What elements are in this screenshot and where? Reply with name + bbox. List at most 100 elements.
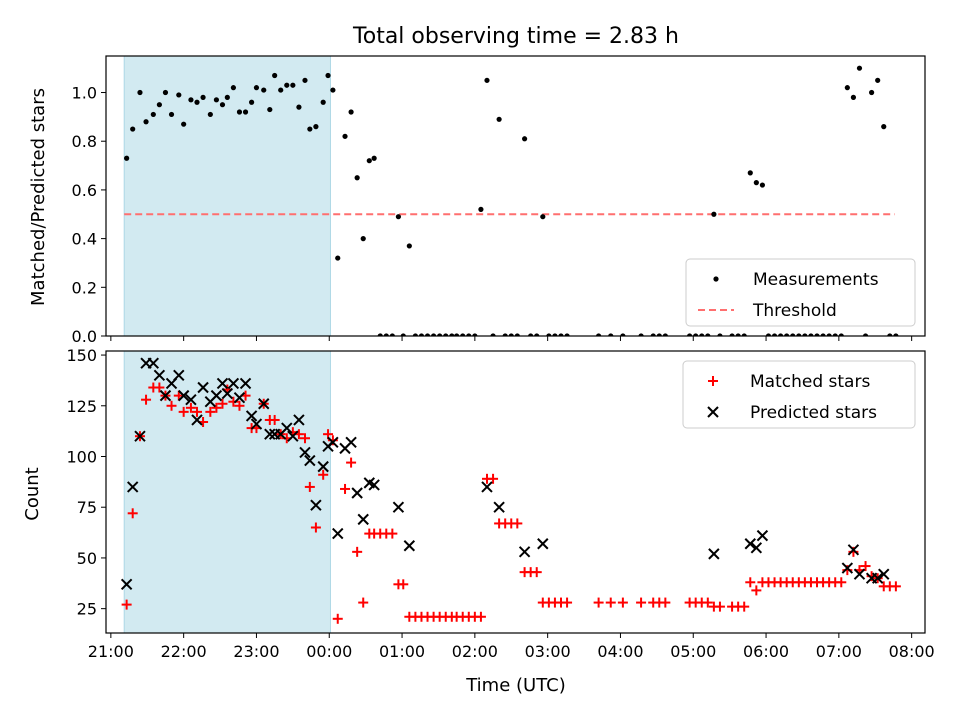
measurement-point — [150, 111, 156, 118]
measurement-point — [546, 333, 552, 336]
y-tick-label: 125 — [66, 397, 97, 416]
cross-b — [871, 572, 884, 584]
predicted-star-point — [216, 377, 229, 390]
predicted-star-point — [332, 527, 344, 540]
predicted-star-point — [287, 430, 299, 442]
x-tick-label: 23:00 — [233, 642, 279, 661]
predicted-star-point — [153, 369, 166, 382]
predicted-star-point — [481, 481, 493, 493]
measurement-point — [747, 170, 753, 176]
measurement-point — [320, 99, 326, 105]
measurement-point — [437, 333, 443, 336]
cross-b — [708, 548, 720, 560]
predicted-star-point — [756, 529, 769, 542]
measurement-point — [284, 82, 290, 88]
measurement-point — [564, 333, 570, 336]
predicted-star-point — [197, 381, 209, 394]
measurement-point — [608, 333, 614, 336]
measurement-point — [290, 82, 296, 88]
predicted-star-point — [403, 540, 416, 552]
matched-star-point — [205, 406, 216, 417]
measurement-point — [693, 333, 699, 336]
measurement-point — [207, 111, 213, 118]
measurement-point — [490, 333, 496, 336]
predicted-star-point — [245, 410, 258, 422]
measurement-point — [200, 94, 206, 100]
measurement-point — [832, 333, 838, 336]
y-tick-label: 0.8 — [72, 132, 97, 151]
y-tick-label: 150 — [66, 346, 97, 365]
cross-b — [744, 538, 756, 550]
measurement-point — [143, 119, 149, 125]
measurement-point — [759, 182, 766, 188]
measurement-point — [424, 333, 431, 336]
bottom-y-axis-label: Count — [22, 467, 43, 520]
matched-star-point — [512, 518, 523, 529]
measurement-point — [765, 333, 772, 336]
predicted-star-point — [293, 414, 305, 426]
measurement-point — [699, 333, 705, 336]
measurement-point — [371, 155, 377, 161]
measurement-point — [534, 333, 540, 336]
predicted-star-point — [185, 393, 197, 406]
predicted-star-point — [493, 501, 505, 513]
cross-b — [841, 562, 854, 574]
measurement-point — [802, 333, 808, 336]
measurement-point — [528, 333, 534, 336]
measurement-point — [753, 180, 759, 186]
matched-star-point — [352, 546, 363, 557]
top-panel: 0.0 0.2 0.4 0.6 0.8 1.0 Measurements Threshold — [72, 55, 926, 346]
matched-star-point — [269, 414, 280, 425]
matched-star-point — [475, 611, 486, 622]
legend-cross-icon — [707, 406, 719, 418]
cross-b — [245, 410, 258, 422]
cross-b — [185, 393, 197, 406]
cross-b — [368, 479, 380, 491]
measurement-point — [711, 211, 717, 217]
x-tick-label: 21:00 — [88, 642, 134, 661]
measurement-point — [406, 243, 412, 249]
measurement-point — [862, 333, 869, 336]
measurement-point — [729, 333, 735, 336]
matched-star-point — [739, 601, 750, 612]
matched-star-point — [836, 577, 847, 588]
matched-star-point — [751, 585, 762, 596]
predicted-star-point — [878, 568, 890, 580]
measurement-point — [826, 333, 832, 336]
measurement-point — [838, 333, 844, 336]
cross-b — [493, 501, 505, 513]
matched-star-point — [192, 406, 202, 417]
cross-b — [518, 546, 531, 558]
measurement-point — [620, 333, 626, 336]
measurement-point — [443, 333, 449, 336]
measurement-point — [796, 333, 802, 336]
cross-b — [332, 527, 344, 540]
predicted-star-point — [258, 398, 270, 410]
matched-star-point — [332, 613, 343, 624]
predicted-star-point — [264, 428, 276, 440]
cross-b — [363, 477, 376, 489]
matched-star-point — [166, 400, 177, 411]
x-tick-label: 07:00 — [816, 642, 862, 661]
measurement-point — [389, 333, 395, 336]
measurement-point — [502, 333, 508, 336]
matched-star-point — [745, 577, 756, 588]
measurement-point — [307, 126, 313, 132]
measurement-point — [278, 87, 284, 93]
measurement-point — [137, 89, 143, 96]
matched-star-point — [842, 565, 853, 576]
predicted-star-point — [134, 430, 146, 442]
measurement-point — [784, 333, 790, 336]
cross-b — [250, 418, 263, 430]
matched-star-point — [178, 406, 189, 417]
predicted-star-point — [304, 454, 316, 467]
cross-b — [239, 377, 252, 390]
measurement-point — [662, 333, 668, 336]
measurement-point — [687, 333, 693, 336]
y-tick-label: 25 — [77, 600, 97, 619]
measurement-point — [522, 136, 528, 142]
matched-star-point — [636, 597, 647, 608]
y-tick-label: 0.2 — [72, 278, 97, 297]
x-tick-label: 08:00 — [889, 642, 935, 661]
measurement-point — [249, 99, 255, 105]
